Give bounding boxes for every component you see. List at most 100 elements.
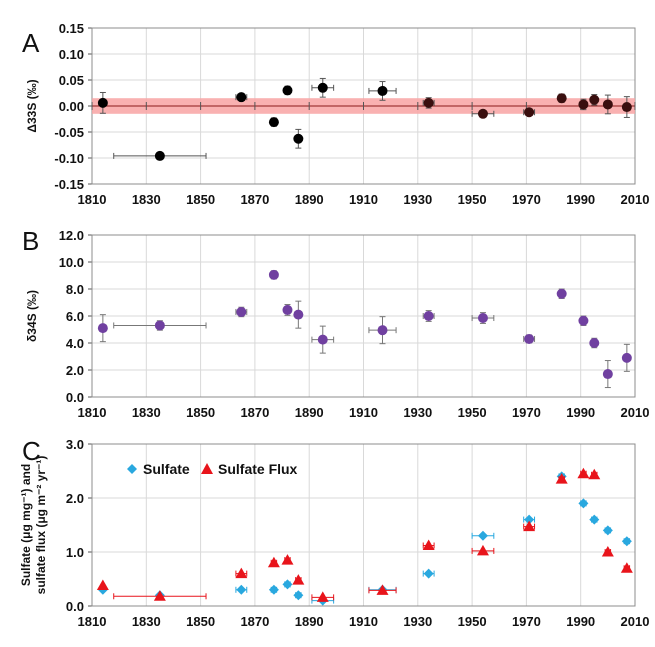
x-tick-label: 1930 — [403, 614, 432, 629]
y-tick-label: 12.0 — [59, 228, 84, 243]
x-tick-label: 1910 — [349, 405, 378, 420]
sulfate-flux-point — [555, 473, 568, 484]
y-axis-label-line-2: sulfate flux (μg m⁻² yr⁻¹) — [34, 456, 48, 595]
y-tick-label: 10.0 — [59, 255, 84, 270]
x-tick-label: 1830 — [132, 614, 161, 629]
data-point — [293, 309, 304, 320]
legend-sulfate-flux-marker — [201, 463, 213, 474]
panel-letter: B — [22, 226, 39, 256]
y-tick-label: 1.0 — [66, 545, 84, 560]
x-tick-label: 2010 — [621, 614, 650, 629]
legend-sulfate-label: Sulfate — [143, 461, 190, 477]
panel-a: 1810 1830 1850 1870 1890 1910 1930 1950 1970 1990… — [22, 21, 649, 207]
y-tick-label: 0.0 — [66, 599, 84, 614]
data-point — [477, 313, 488, 324]
sulfate-point — [423, 568, 434, 579]
x-tick-label: 1990 — [566, 192, 595, 207]
data-point — [268, 117, 279, 128]
legend-sulfate-marker — [127, 464, 137, 474]
sulfate-point — [282, 579, 293, 590]
data-point — [589, 338, 600, 348]
data-point — [282, 85, 293, 96]
sulfate-point — [578, 498, 589, 509]
y-tick-label: 8.0 — [66, 282, 84, 297]
x-tick-label: 1970 — [512, 192, 541, 207]
x-tick-label: 1990 — [566, 614, 595, 629]
data-point — [154, 150, 165, 161]
sulfate-flux-point — [292, 574, 305, 585]
y-tick-label: 0.15 — [59, 21, 84, 36]
data-point — [97, 323, 108, 334]
x-tick-label: 1810 — [78, 614, 107, 629]
data-point — [377, 325, 388, 336]
data-point — [602, 99, 613, 110]
x-tick-label: 1930 — [403, 192, 432, 207]
data-point — [524, 107, 535, 118]
y-tick-label: 0.0 — [66, 390, 84, 405]
x-tick-label: 1950 — [458, 405, 487, 420]
panel-b: 1810 1830 1850 1870 1890 1910 1930 1950 1970 1990… — [22, 226, 649, 420]
data-point — [556, 93, 567, 104]
sulfate-point — [589, 514, 600, 525]
sulfate-flux-point — [376, 584, 389, 595]
x-tick-label: 2010 — [621, 192, 650, 207]
y-tick-label: 2.0 — [66, 491, 84, 506]
y-tick-label: 2.0 — [66, 363, 84, 378]
y-axis-label: δ34S (‰) — [25, 290, 39, 342]
x-tick-label: 1850 — [186, 614, 215, 629]
x-tick-label: 1930 — [403, 405, 432, 420]
sulfate-flux-point — [96, 579, 109, 590]
data-point — [621, 102, 632, 113]
y-axis-label: Δ33S (‰) — [25, 79, 39, 132]
x-tick-label: 1810 — [78, 405, 107, 420]
sulfate-point — [477, 530, 488, 541]
x-tick-label: 1990 — [566, 405, 595, 420]
y-tick-label: 6.0 — [66, 309, 84, 324]
data-point — [236, 306, 247, 317]
x-tick-label: 1890 — [295, 192, 324, 207]
y-axis-label-line-1: Sulfate (μg mg⁻¹) and — [19, 464, 33, 586]
x-tick-label: 1810 — [78, 192, 107, 207]
x-tick-label: 1890 — [295, 614, 324, 629]
x-tick-label: 1950 — [458, 614, 487, 629]
legend-sulfate-flux-label: Sulfate Flux — [218, 461, 298, 477]
data-point — [578, 315, 589, 326]
x-tick-label: 1890 — [295, 405, 324, 420]
y-tick-label: -0.15 — [54, 177, 84, 192]
x-tick-label: 1950 — [458, 192, 487, 207]
plot-frame — [91, 234, 636, 398]
x-tick-label: 1970 — [512, 405, 541, 420]
sulfate-point — [602, 525, 613, 536]
x-tick-label: 2010 — [621, 405, 650, 420]
data-point — [578, 99, 589, 110]
data-point — [293, 133, 304, 144]
data-point — [556, 288, 567, 299]
data-point — [317, 82, 328, 93]
data-point — [236, 92, 247, 103]
y-tick-label: 3.0 — [66, 437, 84, 452]
panel-letter: C — [22, 436, 41, 466]
x-tick-label: 1830 — [132, 405, 161, 420]
y-tick-label: -0.10 — [54, 151, 84, 166]
data-point — [423, 97, 434, 108]
data-point — [602, 369, 613, 380]
data-point — [317, 334, 328, 345]
data-point — [589, 94, 600, 105]
data-point — [621, 352, 632, 363]
sulfate-flux-point — [316, 591, 329, 602]
x-tick-label: 1870 — [240, 192, 269, 207]
panel-c: 1810 1830 1850 1870 1890 1910 1930 1950 1970 1990… — [19, 436, 649, 629]
y-tick-label: -0.05 — [54, 125, 84, 140]
sulfate-flux-point — [153, 590, 166, 601]
sulfate-point — [268, 584, 279, 595]
data-point — [423, 311, 434, 321]
sulfate-point — [621, 536, 632, 547]
sulfate-flux-point — [577, 467, 590, 479]
data-point — [97, 97, 108, 108]
plot-frame — [91, 443, 636, 607]
sulfate-flux-point — [523, 520, 536, 532]
sulfate-point — [524, 514, 535, 525]
sulfate-flux-point — [235, 567, 248, 579]
data-point — [524, 333, 535, 344]
